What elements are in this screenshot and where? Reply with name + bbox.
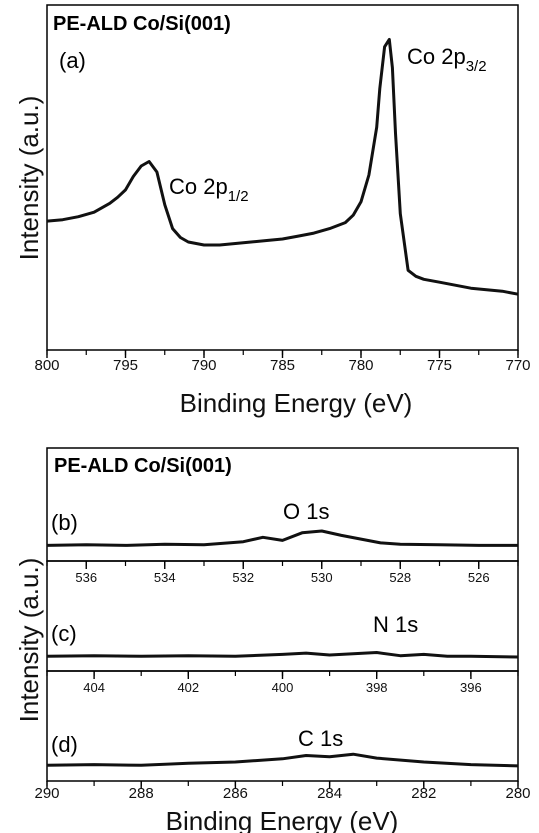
panel-c-tick-label: 404 xyxy=(83,680,105,695)
peak-label-co-2p32-main: Co 2p xyxy=(407,44,466,69)
panel-a-x-ticks: 800 795 790 785 780 775 770 xyxy=(34,350,531,374)
panel-c-tick-label: 400 xyxy=(272,680,294,695)
peak-label-c-1s: C 1s xyxy=(298,726,343,751)
panel-c-series-line xyxy=(46,651,519,659)
panel-a-tick-label: 770 xyxy=(505,357,530,374)
panel-d-tick-label: 280 xyxy=(505,785,530,802)
panel-d-tick-label: 288 xyxy=(129,785,154,802)
panel-b-label: (b) xyxy=(51,510,78,535)
panel-d-label: (d) xyxy=(51,732,78,757)
panel-a-label: (a) xyxy=(59,48,86,73)
panel-d-x-axis-title: Binding Energy (eV) xyxy=(166,806,399,833)
peak-label-o-1s: O 1s xyxy=(283,499,329,524)
panel-c-tick-label: 398 xyxy=(366,680,388,695)
panel-d: 290 288 286 284 282 280 (d) C 1s Binding Ener… xyxy=(34,670,531,833)
peak-label-co-2p32-sub: 3/2 xyxy=(466,58,487,75)
panel-a-tick-label: 795 xyxy=(113,357,138,374)
panel-c-tick-label: 396 xyxy=(460,680,482,695)
panel-d-tick-label: 290 xyxy=(34,785,59,802)
peak-label-co-2p12-sub: 1/2 xyxy=(228,188,249,205)
panel-d-tick-label: 284 xyxy=(317,785,342,802)
panel-a-y-axis-title: Intensity (a.u.) xyxy=(14,96,44,261)
panel-d-tick-label: 286 xyxy=(223,785,248,802)
panel-c-tick-label: 402 xyxy=(177,680,199,695)
panel-c-label: (c) xyxy=(51,621,77,646)
panel-d-series-line xyxy=(46,752,519,768)
panel-b-tick-label: 528 xyxy=(389,570,411,585)
panel-b-series-line xyxy=(46,529,518,547)
panel-b-tick-label: 526 xyxy=(468,570,490,585)
panel-a-sample-title: PE-ALD Co/Si(001) xyxy=(53,13,231,35)
panel-a-tick-label: 775 xyxy=(427,357,452,374)
panel-c: 404 402 400 398 396 (c) N 1s Intensity (a.u.… xyxy=(14,558,519,723)
panel-a-series-line xyxy=(46,37,519,296)
peak-label-co-2p12-main: Co 2p xyxy=(169,174,228,199)
panel-c-y-axis-title: Intensity (a.u.) xyxy=(14,558,44,723)
panel-b: 536 534 532 530 528 526 PE-ALD Co/Si(001) (b)… xyxy=(46,447,519,585)
panel-a-tick-label: 790 xyxy=(191,357,216,374)
panel-d-x-ticks: 290 288 286 284 282 280 xyxy=(34,781,531,802)
panel-a-x-axis-title: Binding Energy (eV) xyxy=(180,388,413,418)
peak-label-co-2p32: Co 2p3/2 xyxy=(407,44,487,75)
panel-b-tick-label: 532 xyxy=(232,570,254,585)
panel-b-sample-title: PE-ALD Co/Si(001) xyxy=(54,455,232,477)
panel-b-tick-label: 530 xyxy=(311,570,333,585)
panel-b-x-ticks: 536 534 532 530 528 526 xyxy=(46,561,519,585)
peak-label-n-1s: N 1s xyxy=(373,612,418,637)
panel-b-tick-label: 536 xyxy=(75,570,97,585)
panel-a-tick-label: 800 xyxy=(34,357,59,374)
panel-a-tick-label: 785 xyxy=(270,357,295,374)
panel-a-tick-label: 780 xyxy=(348,357,373,374)
peak-label-co-2p12: Co 2p1/2 xyxy=(169,174,249,205)
panel-b-tick-label: 534 xyxy=(154,570,176,585)
panel-c-x-ticks: 404 402 400 398 396 xyxy=(46,671,519,695)
panel-a: 800 795 790 785 780 775 770 PE-ALD Co/Si(001) … xyxy=(14,4,531,418)
panel-d-tick-label: 282 xyxy=(411,785,436,802)
